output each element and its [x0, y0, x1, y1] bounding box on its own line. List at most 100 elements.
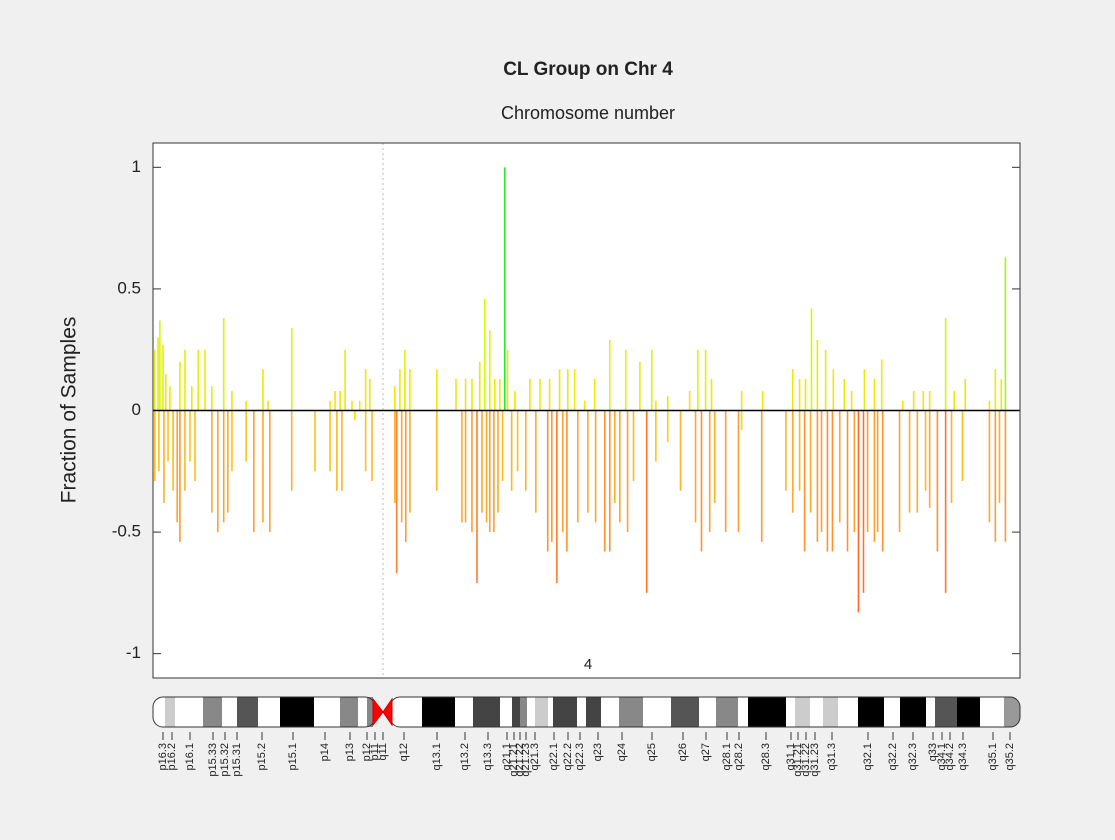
band — [795, 697, 810, 727]
band-label: p13 — [344, 743, 356, 761]
band — [520, 697, 527, 727]
centromere — [372, 697, 393, 727]
band — [858, 697, 884, 727]
y-tick-label: 1 — [132, 157, 141, 176]
band-label: q23 — [592, 743, 604, 761]
band-label: q13.2 — [459, 743, 471, 771]
band — [527, 697, 535, 727]
band — [716, 697, 738, 727]
band-label: q34.3 — [957, 743, 969, 771]
band-label: q26 — [677, 743, 689, 761]
band-label: p15.32 — [219, 743, 231, 777]
band-label: q21.21 — [508, 743, 520, 777]
band — [1004, 697, 1020, 727]
band — [175, 697, 203, 727]
band-label: q31.22 — [800, 743, 812, 777]
band-label: q31.3 — [826, 743, 838, 771]
band-label: q11 — [377, 743, 389, 761]
band-label: p16.1 — [184, 743, 196, 771]
band — [823, 697, 838, 727]
band — [500, 697, 512, 727]
band-label: q22.2 — [562, 743, 574, 771]
band-label: q31.21 — [792, 743, 804, 777]
band — [884, 697, 900, 727]
y-tick-label: 0 — [132, 400, 141, 419]
band — [455, 697, 473, 727]
x-axis-label: Chromosome number — [501, 103, 675, 123]
band-label: q32.3 — [907, 743, 919, 771]
band — [222, 697, 237, 727]
band-label: q27 — [700, 743, 712, 761]
band — [473, 697, 500, 727]
band-label: q31.23 — [809, 743, 821, 777]
ideogram-bands — [153, 697, 1020, 727]
band-label: q21.23 — [520, 743, 532, 777]
band — [280, 697, 314, 727]
band-label: q22.3 — [574, 743, 586, 771]
band — [699, 697, 716, 727]
band — [738, 697, 748, 727]
band — [203, 697, 222, 727]
band — [237, 697, 258, 727]
band — [512, 697, 520, 727]
band — [153, 697, 165, 727]
band-label: q28.3 — [760, 743, 772, 771]
band-label: p15.33 — [207, 743, 219, 777]
y-axis-label: Fraction of Samples — [58, 317, 81, 504]
band — [358, 697, 367, 727]
band-label: q13.3 — [482, 743, 494, 771]
band — [422, 697, 455, 727]
band-label: q12 — [398, 743, 410, 761]
plot-frame — [152, 142, 1021, 679]
band — [165, 697, 175, 727]
band — [671, 697, 699, 727]
ideogram — [152, 696, 1021, 728]
band — [926, 697, 935, 727]
band — [535, 697, 548, 727]
band-label: p16.2 — [166, 743, 178, 771]
band — [786, 697, 795, 727]
band-label: q21.3 — [529, 743, 541, 771]
band-label: p11 — [369, 743, 381, 761]
band-label: q28.2 — [733, 743, 745, 771]
band — [340, 697, 358, 727]
band-label: q13.1 — [431, 743, 443, 771]
band — [548, 697, 553, 727]
band-label: p12 — [361, 743, 373, 761]
y-tick-label: -0.5 — [112, 522, 141, 541]
band-label: q24 — [616, 743, 628, 761]
band — [900, 697, 926, 727]
band-label: q25 — [646, 743, 658, 761]
band-label: p15.31 — [231, 743, 243, 777]
y-tick-label: -1 — [126, 643, 141, 662]
band — [314, 697, 340, 727]
band — [553, 697, 577, 727]
band-label: q32.1 — [862, 743, 874, 771]
band — [619, 697, 643, 727]
band-label: q31.1 — [785, 743, 797, 771]
band-label: q21.1 — [501, 743, 513, 771]
band — [748, 697, 786, 727]
chart-title: CL Group on Chr 4 — [503, 59, 673, 80]
band-label: q22.1 — [548, 743, 560, 771]
band-label: p14 — [319, 743, 331, 761]
band-label: q32.2 — [887, 743, 899, 771]
band — [935, 697, 957, 727]
band — [601, 697, 619, 727]
band — [957, 697, 980, 727]
band-label: q34.2 — [944, 743, 956, 771]
band — [258, 697, 280, 727]
band — [586, 697, 601, 727]
band — [810, 697, 823, 727]
band-label: q33 — [927, 743, 939, 761]
band-label: p15.2 — [256, 743, 268, 771]
band-label: q21.22 — [514, 743, 526, 777]
band — [577, 697, 586, 727]
band — [392, 697, 422, 727]
band — [643, 697, 671, 727]
band-label: q34.1 — [936, 743, 948, 771]
band-label: q35.1 — [987, 743, 999, 771]
band-label: q35.2 — [1004, 743, 1016, 771]
band — [367, 697, 373, 727]
